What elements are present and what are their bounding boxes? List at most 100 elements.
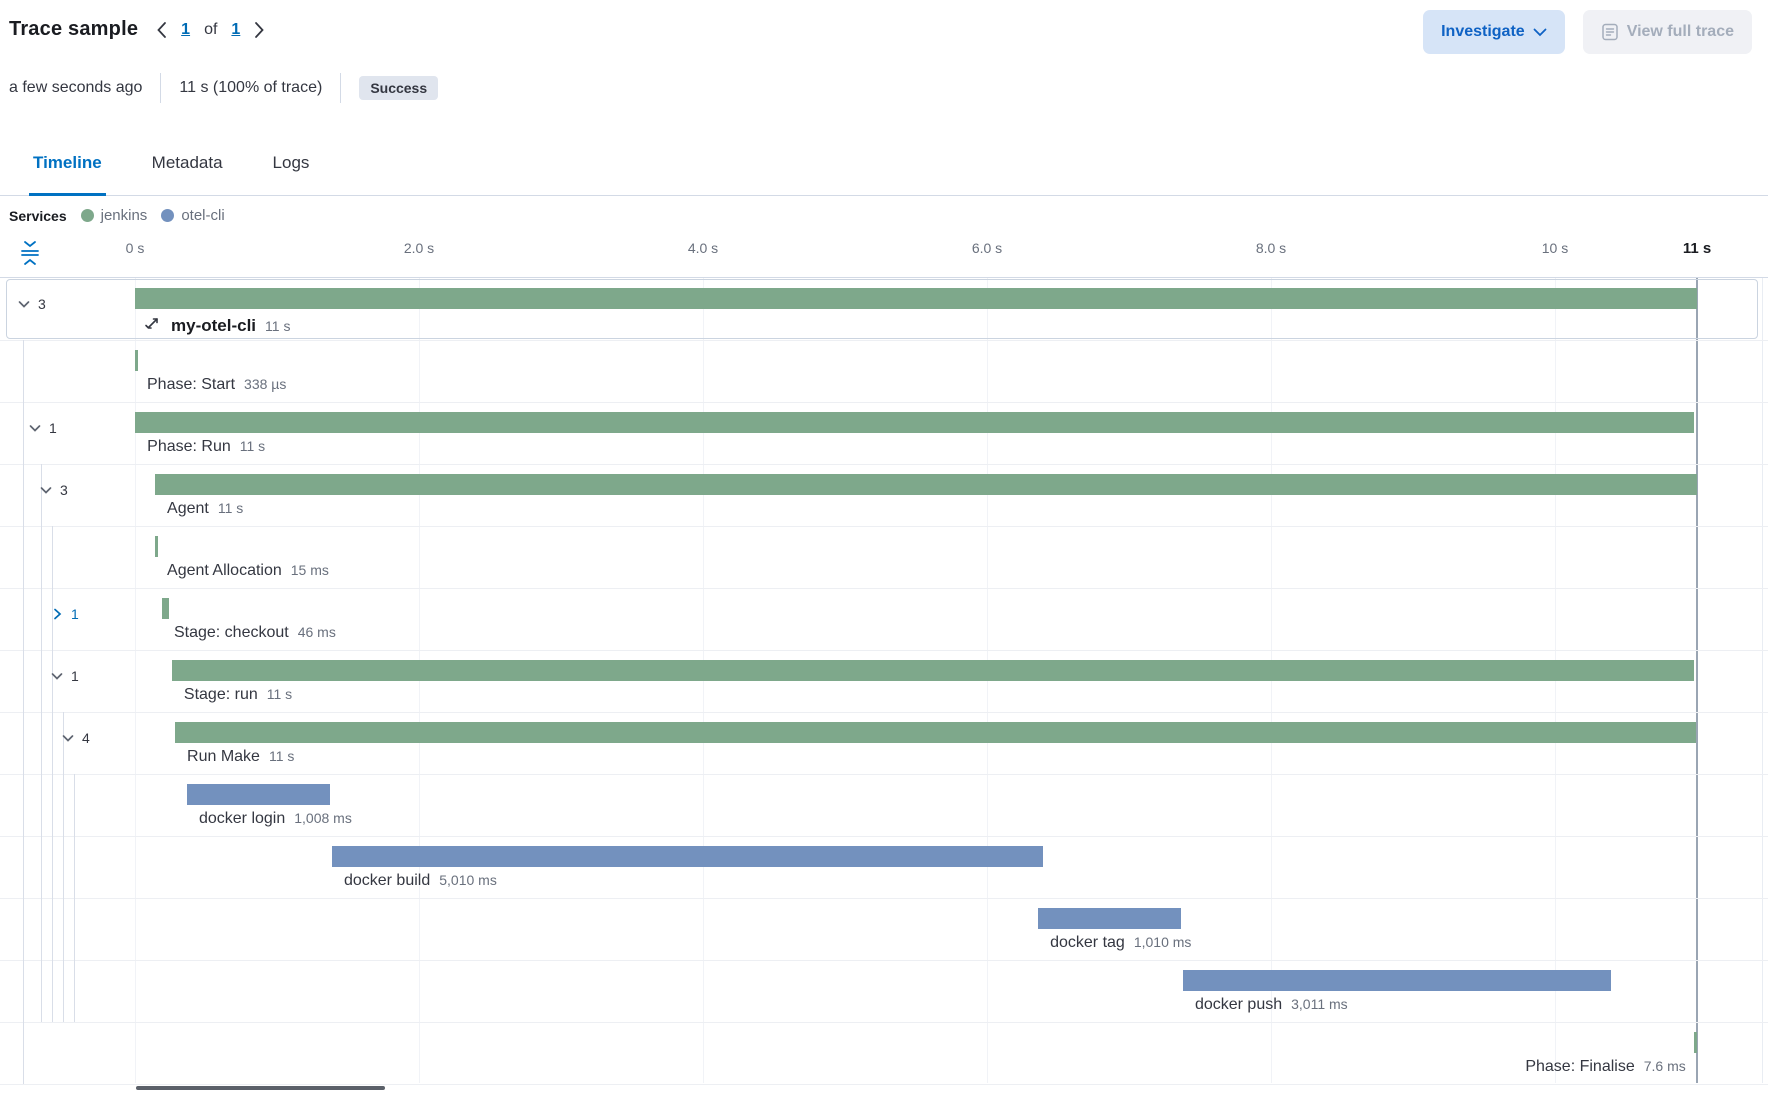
services-legend-title: Services: [9, 207, 67, 224]
investigate-button[interactable]: Investigate: [1423, 10, 1565, 54]
chevron-down-icon: [18, 301, 30, 308]
axis-tick-label: 0 s: [125, 240, 145, 256]
span-name: docker tag: [1050, 934, 1125, 951]
span-duration: 15 ms: [290, 562, 329, 578]
waterfall-chart: 3 my-otel-cli 11 s Phase: Start 338 µs 1 Phase…: [0, 277, 1768, 1085]
trace-row-phase-finalise: Phase: Finalise 7.6 ms: [0, 1022, 1768, 1084]
status-badge: Success: [359, 76, 439, 100]
prev-sample-button[interactable]: [156, 21, 167, 39]
pager-of-label: of: [204, 20, 218, 38]
current-sample-number[interactable]: 1: [181, 20, 191, 38]
view-full-trace-label: View full trace: [1626, 23, 1734, 40]
tab-metadata[interactable]: Metadata: [151, 153, 223, 172]
accordion-toggle[interactable]: 1: [29, 420, 57, 436]
child-count: 1: [49, 420, 57, 436]
span-bar[interactable]: [172, 660, 1694, 681]
span-label[interactable]: Phase: Finalise 7.6 ms: [1525, 1058, 1685, 1076]
span-label[interactable]: Agent Allocation 15 ms: [167, 562, 329, 580]
row-separator: [0, 588, 1768, 589]
trace-row-docker-push: docker push 3,011 ms: [0, 960, 1768, 1022]
span-bar[interactable]: [155, 536, 158, 557]
span-links-icon: [145, 318, 158, 329]
accordion-toggle[interactable]: 1: [51, 606, 79, 622]
document-icon: [1601, 23, 1618, 41]
span-bar[interactable]: [135, 350, 138, 371]
span-label[interactable]: docker tag 1,010 ms: [1050, 934, 1191, 952]
tab-timeline[interactable]: Timeline: [29, 153, 106, 196]
span-bar[interactable]: [187, 784, 330, 805]
row-separator: [0, 464, 1768, 465]
trace-row-docker-login: docker login 1,008 ms: [0, 774, 1768, 836]
horizontal-scrollbar-thumb[interactable]: [136, 1086, 385, 1090]
collapse-all-button[interactable]: [18, 240, 42, 266]
view-full-trace-button[interactable]: View full trace: [1582, 10, 1752, 54]
span-label[interactable]: my-otel-cli 11 s: [143, 314, 290, 336]
span-bar[interactable]: [175, 722, 1696, 743]
accordion-toggle[interactable]: 3: [18, 296, 46, 312]
row-separator: [0, 402, 1768, 403]
span-duration: 1,008 ms: [294, 810, 352, 826]
next-sample-button[interactable]: [254, 21, 265, 39]
tab-logs[interactable]: Logs: [272, 153, 310, 172]
span-bar[interactable]: [332, 846, 1043, 867]
accordion-toggle[interactable]: 4: [62, 730, 90, 746]
row-separator: [0, 526, 1768, 527]
span-bar[interactable]: [155, 474, 1697, 495]
row-separator: [0, 1084, 1768, 1085]
child-count: 3: [38, 296, 46, 312]
span-name: my-otel-cli: [171, 316, 257, 335]
trace-row-docker-build: docker build 5,010 ms: [0, 836, 1768, 898]
span-bar[interactable]: [135, 288, 1697, 309]
accordion-toggle[interactable]: 3: [40, 482, 68, 498]
span-name: Phase: Finalise: [1525, 1058, 1635, 1075]
axis-tick-label: 8.0 s: [1255, 240, 1287, 256]
gridline: [135, 278, 136, 1083]
accordion-toggle[interactable]: 1: [51, 668, 79, 684]
panel-right-edge: [1762, 278, 1763, 1083]
chevron-down-icon: [51, 673, 63, 680]
span-label[interactable]: Stage: run 11 s: [184, 686, 292, 704]
span-name: Phase: Start: [147, 376, 236, 393]
page-title: Trace sample: [9, 18, 139, 40]
trace-row-run-make: 4 Run Make 11 s: [0, 712, 1768, 774]
span-label[interactable]: docker push 3,011 ms: [1195, 996, 1348, 1014]
span-bar[interactable]: [1038, 908, 1181, 929]
span-duration: 7.6 ms: [1643, 1058, 1686, 1074]
trace-row-my-otel-cli: 3 my-otel-cli 11 s: [0, 278, 1768, 340]
span-duration: 11 s: [239, 438, 266, 454]
span-name: Phase: Run: [147, 438, 231, 455]
tab-bar: Timeline Metadata Logs: [0, 128, 1768, 196]
chevron-down-icon: [29, 425, 41, 432]
span-bar[interactable]: [135, 412, 1694, 433]
span-label[interactable]: Agent 11 s: [167, 500, 243, 518]
axis-tick-label: 4.0 s: [687, 240, 719, 256]
total-sample-number[interactable]: 1: [231, 20, 241, 38]
span-duration: 3,011 ms: [1291, 996, 1348, 1012]
span-bar[interactable]: [162, 598, 169, 619]
jenkins-color-dot: [80, 209, 94, 222]
span-label[interactable]: Run Make 11 s: [187, 748, 294, 766]
child-count: 1: [71, 668, 79, 684]
row-separator: [0, 836, 1768, 837]
span-duration: 46 ms: [297, 624, 336, 640]
chevron-down-icon: [1533, 28, 1547, 36]
span-name: docker login: [198, 810, 286, 827]
span-label[interactable]: docker build 5,010 ms: [344, 872, 497, 890]
row-separator: [0, 898, 1768, 899]
span-label[interactable]: docker login 1,008 ms: [199, 810, 352, 828]
axis-tick-label: 6.0 s: [971, 240, 1003, 256]
chevron-right-icon: [255, 21, 265, 38]
span-duration: 5,010 ms: [439, 872, 497, 888]
row-separator: [0, 650, 1768, 651]
trace-row-docker-tag: docker tag 1,010 ms: [0, 898, 1768, 960]
span-bar[interactable]: [1183, 970, 1611, 991]
span-duration: 11 s: [217, 500, 244, 516]
child-count: 4: [82, 730, 90, 746]
span-label[interactable]: Phase: Run 11 s: [147, 438, 265, 456]
span-bar[interactable]: [1694, 1032, 1697, 1053]
legend-item-jenkins: jenkins: [80, 207, 147, 224]
span-label[interactable]: Stage: checkout 46 ms: [174, 624, 336, 642]
span-label[interactable]: Phase: Start 338 µs: [147, 376, 286, 394]
trace-row-stage-checkout: 1 Stage: checkout 46 ms: [0, 588, 1768, 650]
investigate-button-label: Investigate: [1441, 23, 1525, 40]
